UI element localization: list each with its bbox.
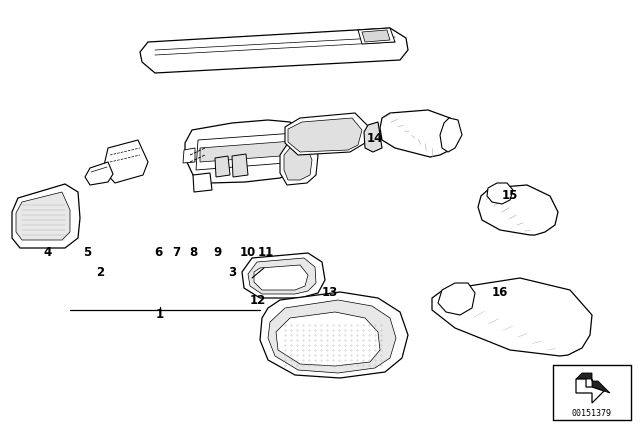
Text: 9: 9 [213, 246, 221, 258]
Polygon shape [576, 373, 610, 393]
Text: 6: 6 [154, 246, 162, 258]
Text: 11: 11 [258, 246, 274, 258]
Text: 3: 3 [228, 266, 236, 279]
Polygon shape [254, 265, 308, 290]
Polygon shape [380, 110, 458, 157]
Text: 2: 2 [96, 266, 104, 279]
Polygon shape [276, 312, 380, 366]
Polygon shape [185, 120, 308, 183]
Text: 13: 13 [322, 285, 338, 298]
Text: 5: 5 [83, 246, 91, 258]
Polygon shape [440, 118, 462, 152]
Polygon shape [285, 113, 368, 155]
Text: 8: 8 [189, 246, 197, 258]
Text: 7: 7 [172, 246, 180, 258]
Text: 14: 14 [367, 132, 383, 145]
Polygon shape [268, 300, 396, 373]
Polygon shape [183, 148, 195, 163]
Polygon shape [196, 133, 298, 170]
Text: 00151379: 00151379 [572, 409, 612, 418]
Polygon shape [16, 192, 70, 240]
Polygon shape [232, 154, 248, 177]
Polygon shape [248, 258, 316, 294]
Polygon shape [280, 140, 318, 185]
Polygon shape [362, 30, 390, 42]
Polygon shape [140, 28, 408, 73]
Polygon shape [200, 141, 294, 162]
Polygon shape [242, 253, 325, 298]
Polygon shape [358, 28, 395, 44]
Text: 16: 16 [492, 285, 508, 298]
Polygon shape [364, 122, 382, 152]
Text: 1: 1 [156, 309, 164, 322]
Polygon shape [260, 292, 408, 378]
Polygon shape [215, 156, 230, 177]
Text: 15: 15 [502, 189, 518, 202]
Polygon shape [193, 173, 212, 192]
Polygon shape [284, 145, 312, 180]
Polygon shape [487, 183, 513, 204]
Polygon shape [576, 379, 604, 403]
Text: 10: 10 [240, 246, 256, 258]
Text: 4: 4 [44, 246, 52, 258]
Polygon shape [103, 140, 148, 183]
Polygon shape [288, 118, 362, 152]
Polygon shape [478, 185, 558, 235]
Text: 12: 12 [250, 293, 266, 306]
Polygon shape [85, 162, 113, 185]
Polygon shape [12, 184, 80, 248]
Polygon shape [432, 278, 592, 356]
Polygon shape [438, 283, 475, 315]
